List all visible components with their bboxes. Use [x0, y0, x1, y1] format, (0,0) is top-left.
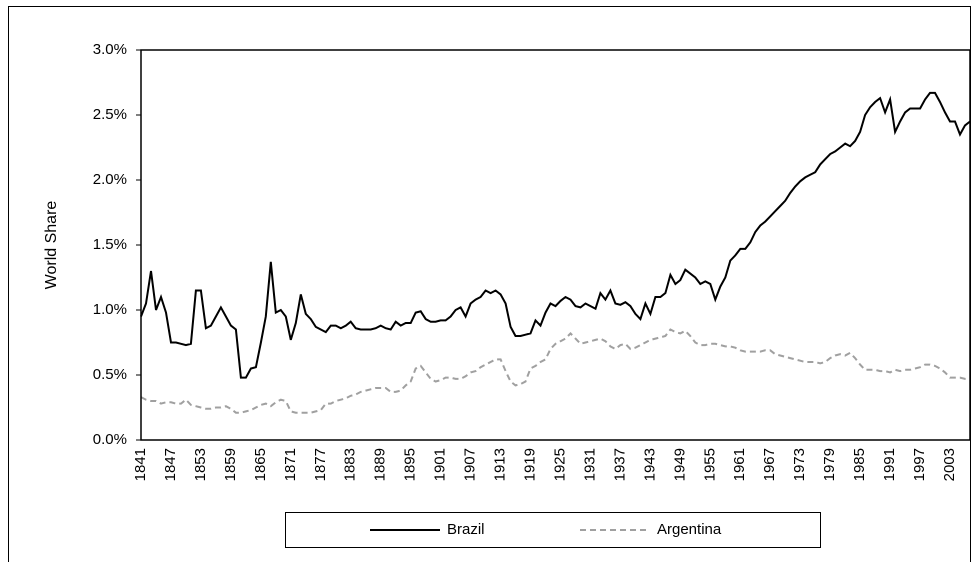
legend	[285, 512, 821, 548]
x-tick-label: 1889	[372, 448, 389, 481]
x-tick-label: 1949	[671, 448, 688, 481]
x-tick-label: 1997	[911, 448, 928, 481]
x-tick-label: 1985	[851, 448, 868, 481]
y-tick-label: 3.0%	[93, 41, 127, 58]
x-tick-label: 1943	[641, 448, 658, 481]
legend-label: Argentina	[657, 521, 722, 538]
y-tick-label: 0.5%	[93, 366, 127, 383]
y-tick-label: 1.0%	[93, 301, 127, 318]
x-tick-label: 1901	[432, 448, 449, 481]
x-tick-label: 1925	[551, 448, 568, 481]
x-tick-label: 1961	[731, 448, 748, 481]
x-tick-label: 1853	[192, 448, 209, 481]
x-tick-label: 1871	[282, 448, 299, 481]
y-tick-label: 0.0%	[93, 431, 127, 448]
x-tick-label: 1955	[701, 448, 718, 481]
x-tick-label: 1937	[611, 448, 628, 481]
series-line	[140, 91, 971, 379]
x-tick-label: 1907	[462, 448, 479, 481]
x-tick-label: 1931	[581, 448, 598, 481]
y-tick-label: 1.5%	[93, 236, 127, 253]
x-tick-label: 1877	[312, 448, 329, 481]
x-tick-label: 1895	[402, 448, 419, 481]
x-tick-label: 1991	[881, 448, 898, 481]
x-tick-label: 1919	[521, 448, 538, 481]
x-tick-label: 2003	[941, 448, 958, 481]
y-tick-label: 2.0%	[93, 171, 127, 188]
x-tick-label: 1883	[342, 448, 359, 481]
x-tick-label: 1847	[162, 448, 179, 481]
x-tick-label: 1865	[252, 448, 269, 481]
y-tick-label: 2.5%	[93, 106, 127, 123]
x-tick-label: 1913	[492, 448, 509, 481]
x-tick-label: 1979	[821, 448, 838, 481]
x-tick-label: 1973	[791, 448, 808, 481]
x-tick-label: 1967	[761, 448, 778, 481]
x-tick-label: 1859	[222, 448, 239, 481]
legend-label: Brazil	[447, 521, 485, 538]
x-tick-label: 1841	[132, 448, 149, 481]
series-line	[140, 328, 970, 414]
plot-area	[140, 49, 971, 441]
y-axis-label: World Share	[43, 201, 60, 290]
